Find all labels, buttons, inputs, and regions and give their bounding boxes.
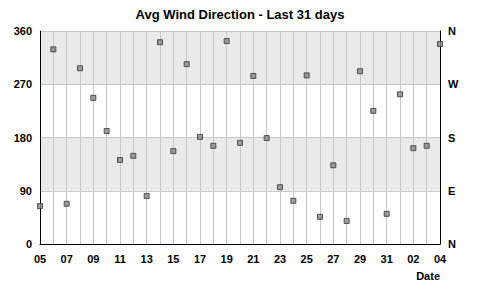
svg-text:02: 02	[407, 253, 419, 265]
svg-text:09: 09	[87, 253, 99, 265]
svg-text:0: 0	[26, 238, 32, 250]
svg-text:15: 15	[167, 253, 179, 265]
svg-text:13: 13	[141, 253, 153, 265]
svg-text:N: N	[448, 25, 456, 37]
svg-text:23: 23	[274, 253, 286, 265]
svg-text:360: 360	[14, 25, 32, 37]
svg-text:04: 04	[434, 253, 447, 265]
svg-text:270: 270	[14, 78, 32, 90]
svg-text:90: 90	[20, 185, 32, 197]
svg-text:W: W	[448, 78, 459, 90]
svg-text:E: E	[448, 185, 455, 197]
svg-text:180: 180	[14, 132, 32, 144]
svg-text:N: N	[448, 238, 456, 250]
svg-text:21: 21	[247, 253, 259, 265]
svg-text:S: S	[448, 132, 455, 144]
svg-text:29: 29	[354, 253, 366, 265]
svg-text:31: 31	[381, 253, 393, 265]
svg-text:07: 07	[61, 253, 73, 265]
svg-text:25: 25	[301, 253, 313, 265]
svg-text:Date: Date	[416, 270, 440, 282]
svg-text:27: 27	[327, 253, 339, 265]
svg-text:Avg Wind Direction - Last 31 d: Avg Wind Direction - Last 31 days	[136, 7, 345, 22]
svg-text:11: 11	[114, 253, 126, 265]
svg-text:05: 05	[34, 253, 46, 265]
svg-text:17: 17	[194, 253, 206, 265]
svg-text:19: 19	[221, 253, 233, 265]
